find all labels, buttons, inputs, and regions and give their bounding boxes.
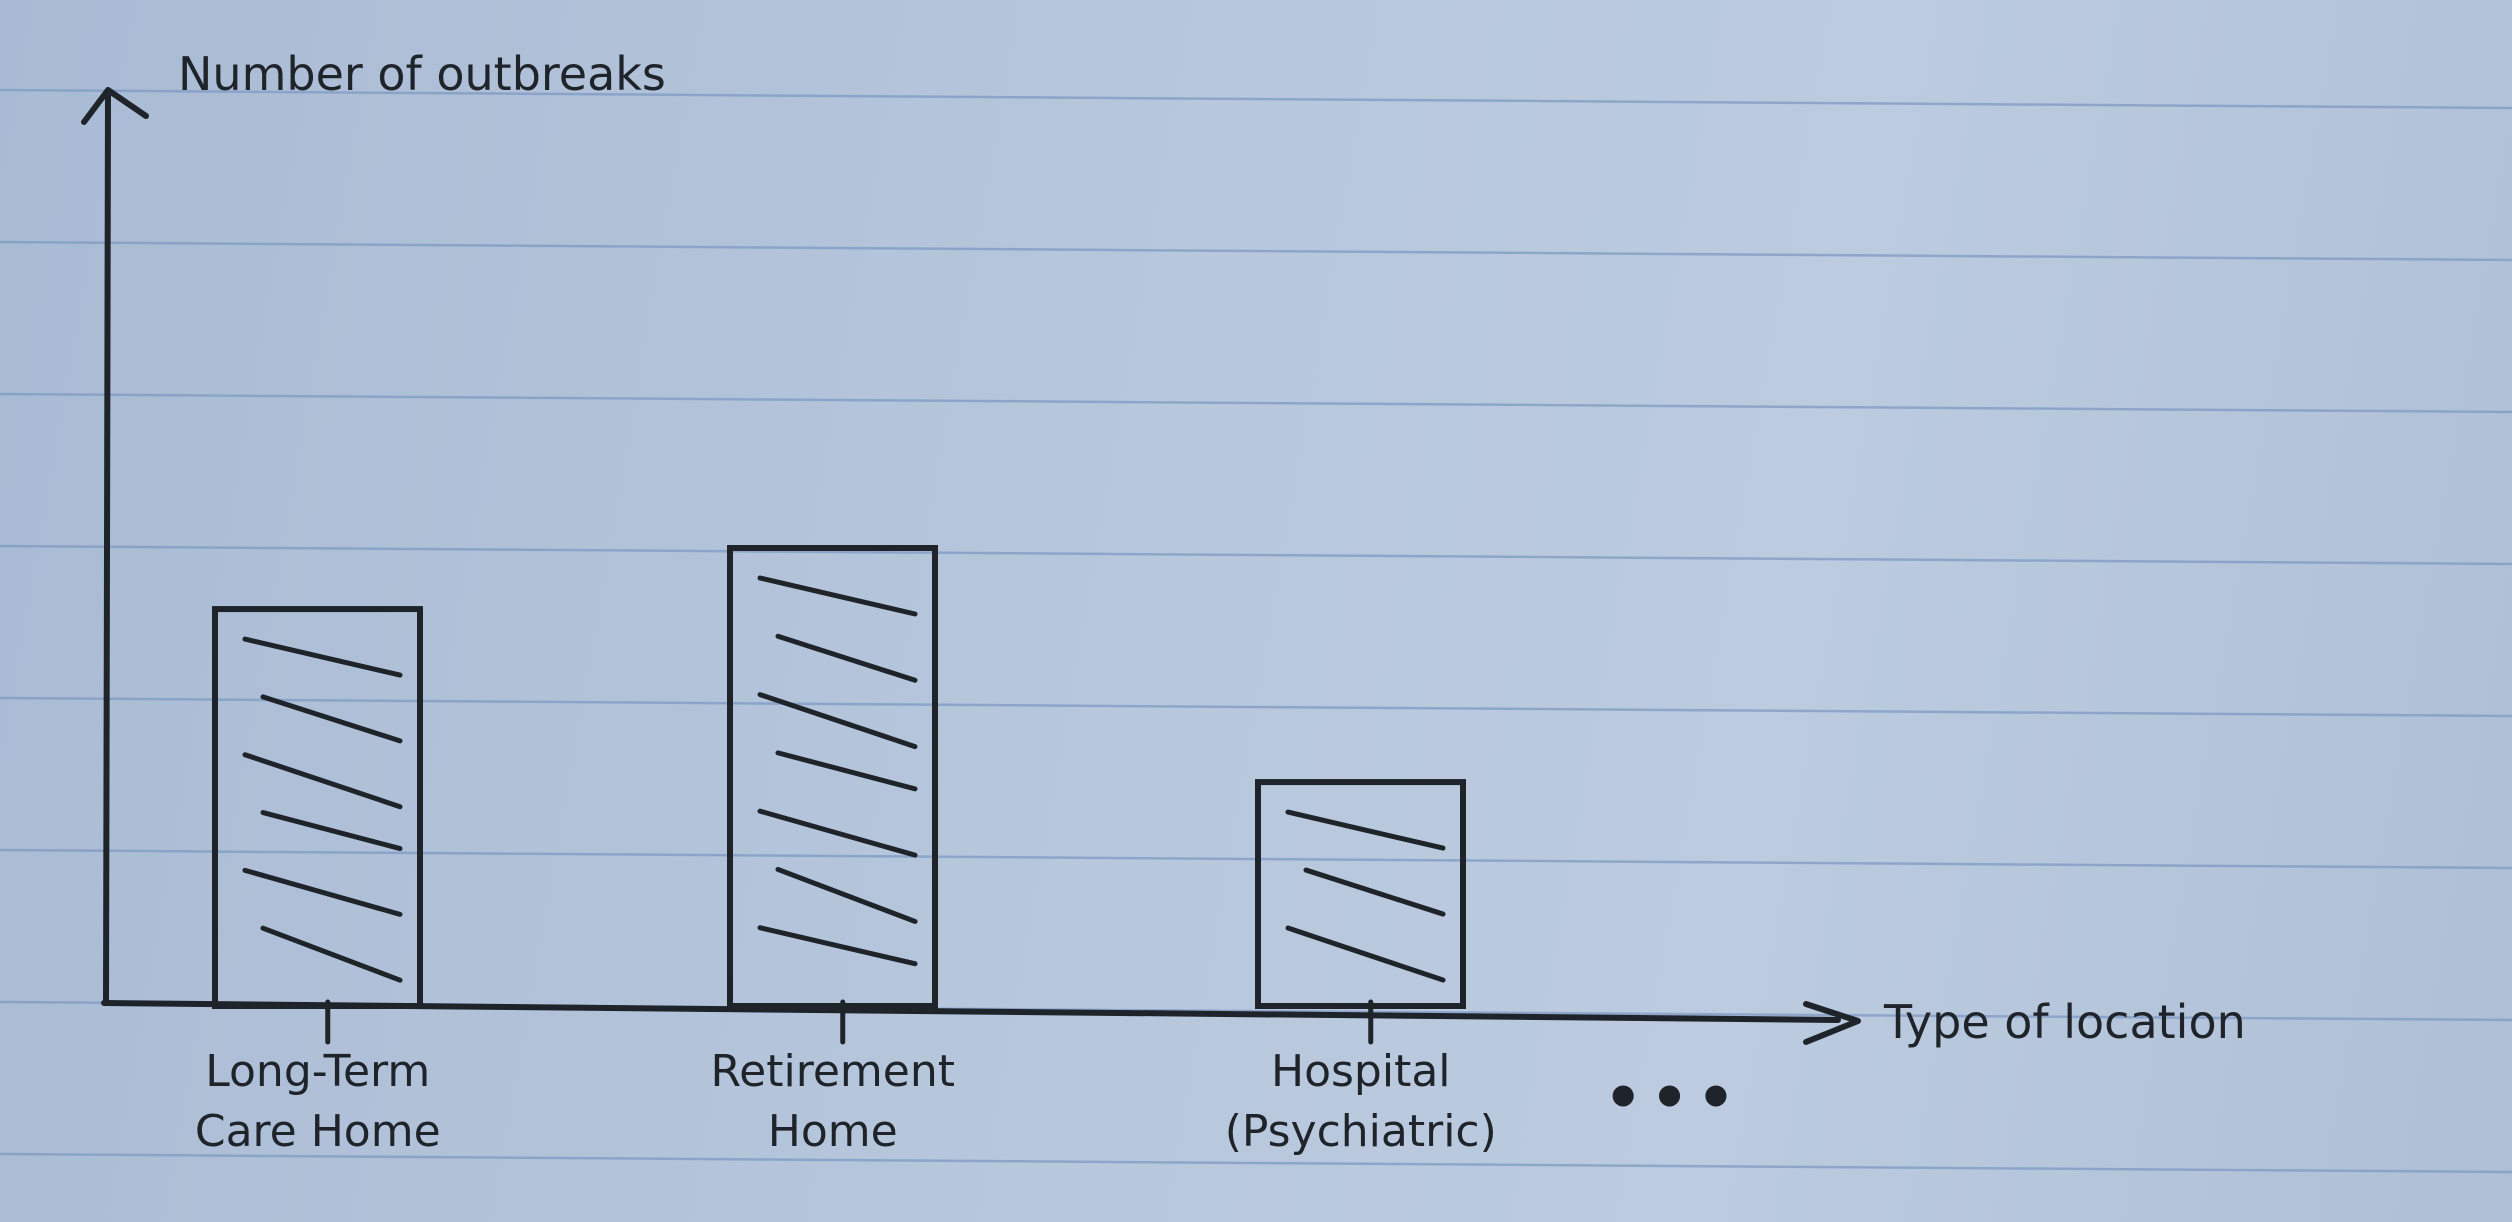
x-axis-title: Type of location [1883, 995, 2246, 1049]
y-axis-arrow-icon [81, 87, 149, 125]
rule-line [0, 392, 2512, 414]
hatch-stroke [260, 810, 403, 852]
rule-line [0, 1152, 2512, 1174]
hatch-stroke [1285, 925, 1446, 983]
hatch-stroke [242, 867, 403, 917]
hatch-stroke [260, 694, 403, 744]
bar [727, 545, 938, 1009]
x-tick-label: (Psychiatric) [1225, 1106, 1497, 1157]
x-ticks [325, 999, 1374, 1045]
hatch-stroke [775, 633, 918, 683]
hatch-stroke [260, 925, 403, 983]
x-tick-label: Hospital [1271, 1046, 1451, 1097]
hatch-stroke [757, 692, 918, 750]
hatch-stroke [775, 750, 918, 792]
bar-outline [212, 606, 423, 1009]
x-axis-arrow-icon [1803, 1001, 1861, 1045]
hatch-stroke [242, 752, 403, 810]
rule-line [0, 544, 2512, 566]
bar [212, 606, 423, 1009]
hatch-stroke [757, 925, 918, 967]
hatch-stroke [1303, 867, 1446, 917]
hatch-stroke [757, 575, 918, 617]
axes: Number of outbreaks Type of location ••• [81, 47, 2246, 1133]
bar-outline [727, 545, 938, 1009]
x-tick-label: Home [768, 1106, 898, 1157]
hatch-stroke [775, 866, 918, 924]
x-tick-label: Retirement [711, 1046, 955, 1097]
x-tick-labels: Long-Term Care Home Retirement Home Hospital… [195, 1046, 1497, 1157]
y-axis-line [103, 89, 111, 1006]
hatch-stroke [1285, 809, 1446, 851]
continuation-dots: ••• [1604, 1063, 1743, 1133]
rule-line [0, 696, 2512, 718]
hatch-stroke [757, 808, 918, 858]
rule-line [0, 240, 2512, 262]
bar [1255, 779, 1466, 1009]
x-tick-label: Long-Term [205, 1046, 430, 1097]
bars [212, 545, 1466, 1009]
x-tick-label: Care Home [195, 1106, 441, 1157]
rule-line [0, 88, 2512, 110]
bar-outline [1255, 779, 1466, 1009]
y-axis-title: Number of outbreaks [178, 47, 666, 101]
hatch-stroke [242, 636, 403, 678]
